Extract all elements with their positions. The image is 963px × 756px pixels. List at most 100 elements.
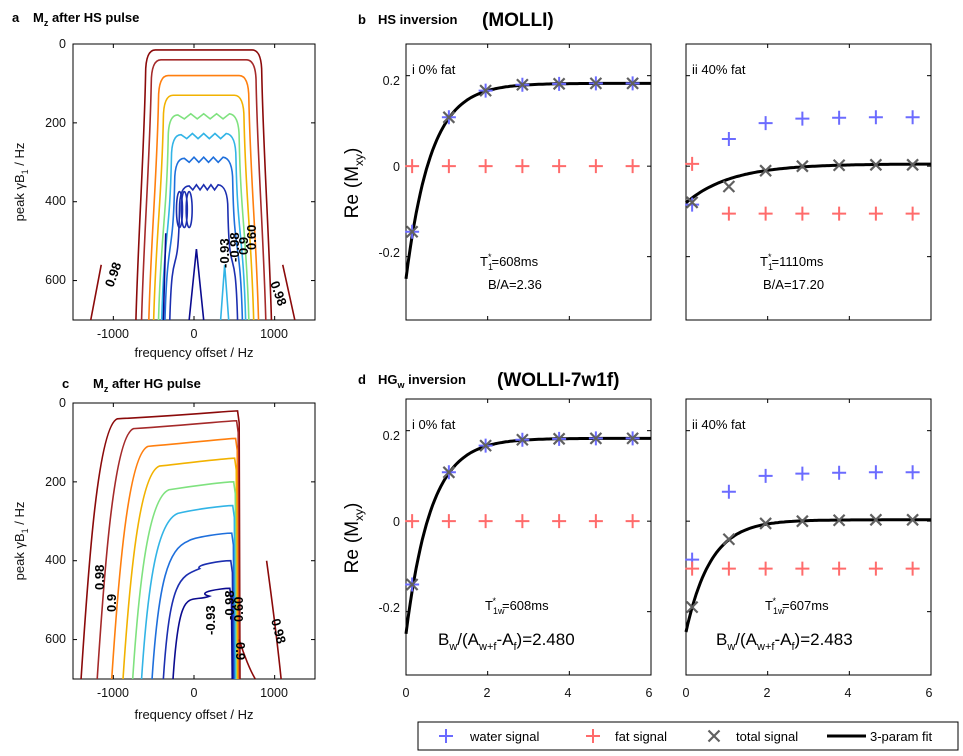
fat-point bbox=[515, 159, 530, 174]
total-point bbox=[589, 77, 603, 90]
map-c-ytick: 0 bbox=[59, 396, 66, 410]
water-point bbox=[832, 465, 847, 480]
fat-point bbox=[405, 159, 420, 174]
legend-total-marker bbox=[707, 729, 721, 743]
legend-fat-label: fat signal bbox=[615, 729, 667, 744]
contour-line bbox=[110, 437, 239, 679]
legend-water-plus bbox=[439, 729, 453, 743]
contour-line bbox=[219, 264, 230, 320]
water-point bbox=[758, 116, 773, 131]
total-point bbox=[796, 159, 809, 173]
map-c-xticks: -1000 0 1000 0 200 400 600 bbox=[45, 396, 288, 700]
total-point bbox=[906, 513, 919, 527]
ratio-annotation: B/A=17.20 bbox=[763, 277, 824, 292]
signal-b-yticks: 0.2 0 -0.2 bbox=[378, 74, 400, 260]
signal-ytick: 0.2 bbox=[383, 429, 400, 443]
contour-line bbox=[162, 559, 235, 679]
contour-line bbox=[89, 264, 296, 320]
panel-d: d HGw inversion (WOLLI-7w1f) Re(Mxy) 0.2… bbox=[342, 370, 933, 700]
ratio-annotation: B/A=2.36 bbox=[488, 277, 542, 292]
total-point bbox=[516, 78, 529, 91]
contour-line bbox=[80, 410, 241, 679]
signal-plot-d-ii bbox=[684, 398, 932, 676]
fat-point bbox=[552, 514, 567, 529]
panel-d-title-big: (WOLLI-7w1f) bbox=[497, 370, 619, 391]
contour-label: 0.60 bbox=[231, 597, 246, 622]
signal-ytick: 0 bbox=[393, 160, 400, 174]
panel-b-letter: b bbox=[358, 12, 366, 27]
map-c-ylabel: peak γB1 / Hz bbox=[12, 502, 30, 581]
contour-loop bbox=[175, 190, 184, 229]
panel-d-title: HGw inversion bbox=[378, 372, 466, 390]
contour-label: -0.93 bbox=[217, 238, 232, 268]
signal-xtick: 2 bbox=[484, 686, 491, 700]
subplot-label: i 0% fat bbox=[412, 417, 456, 432]
fat-point bbox=[625, 514, 640, 529]
fat-point bbox=[685, 561, 700, 576]
contour-line bbox=[160, 132, 247, 320]
map-a-ytick: 400 bbox=[45, 194, 66, 208]
legend-total-label: total signal bbox=[736, 729, 798, 744]
fat-point bbox=[832, 206, 847, 221]
signal-plot-b-ii bbox=[685, 43, 932, 321]
total-point bbox=[832, 513, 846, 527]
t1-annotation: T1*=608ms bbox=[480, 252, 539, 272]
total-point bbox=[759, 164, 772, 177]
total-point bbox=[722, 532, 736, 546]
water-point bbox=[795, 466, 810, 481]
fat-point bbox=[795, 206, 810, 221]
fat-point bbox=[758, 206, 773, 221]
map-a-ytick: 200 bbox=[45, 116, 66, 130]
map-c-xtick: -1000 bbox=[97, 686, 129, 700]
fit-curve bbox=[685, 162, 931, 204]
map-c-ytick: 200 bbox=[45, 475, 66, 489]
fat-point bbox=[905, 206, 920, 221]
water-point bbox=[905, 465, 920, 480]
signal-xtick: 6 bbox=[646, 686, 653, 700]
signal-xtick: 0 bbox=[403, 686, 410, 700]
contour-label: 0.60 bbox=[244, 225, 259, 250]
water-point bbox=[685, 197, 700, 212]
subplot-label: ii 40% fat bbox=[692, 62, 746, 77]
contour-line bbox=[152, 94, 255, 320]
total-point bbox=[685, 600, 699, 614]
contour-loop bbox=[180, 190, 189, 229]
total-point bbox=[796, 514, 809, 528]
fat-point bbox=[721, 206, 736, 221]
water-point bbox=[795, 111, 810, 126]
map-c-ytick: 600 bbox=[45, 632, 66, 646]
total-point bbox=[832, 158, 846, 172]
fat-point bbox=[685, 156, 700, 171]
legend-fat-marker bbox=[586, 729, 600, 743]
signal-ytick: 0 bbox=[393, 515, 400, 529]
contour-line bbox=[238, 639, 256, 679]
total-point bbox=[906, 158, 919, 172]
plot-frame bbox=[685, 43, 932, 321]
signal-ytick: 0.2 bbox=[383, 74, 400, 88]
legend-water-label: water signal bbox=[469, 729, 539, 744]
contour-line bbox=[151, 532, 235, 679]
total-point bbox=[626, 432, 639, 445]
total-point bbox=[722, 180, 736, 193]
total-point bbox=[626, 77, 639, 90]
contour-label: 0.98 bbox=[268, 617, 289, 645]
map-c-ytick: 400 bbox=[45, 553, 66, 567]
signal-xtick: 4 bbox=[845, 686, 852, 700]
total-point bbox=[869, 158, 883, 172]
fat-point bbox=[441, 159, 456, 174]
map-c-contour-labels: 0.98 0.9 -0.93 -0.98 0.60 0.9 0.98 bbox=[92, 565, 289, 660]
map-a-ylabel: peak γB1 / Hz bbox=[12, 143, 30, 222]
contour-line bbox=[157, 112, 250, 320]
legend-fat-plus bbox=[586, 729, 600, 743]
fat-point bbox=[552, 159, 567, 174]
fat-point bbox=[478, 159, 493, 174]
panel-b-title: HS inversion bbox=[378, 12, 458, 27]
legend-fit-label: 3-param fit bbox=[870, 729, 933, 744]
fat-point bbox=[515, 514, 530, 529]
subplot-label: ii 40% fat bbox=[692, 417, 746, 432]
map-c-frame bbox=[72, 402, 316, 680]
signal-xtick: 2 bbox=[764, 686, 771, 700]
total-point bbox=[685, 196, 699, 209]
total-point bbox=[442, 111, 456, 124]
